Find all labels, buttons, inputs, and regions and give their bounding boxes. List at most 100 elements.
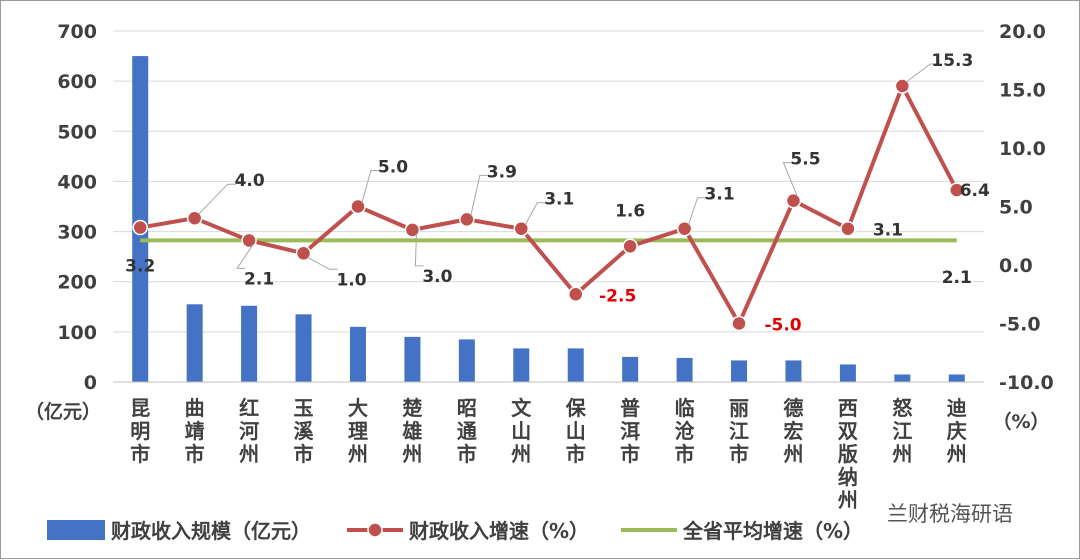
- leader-line: [782, 162, 798, 197]
- growth-data-label: 15.3: [931, 51, 973, 71]
- right-tick-label: -10.0: [999, 372, 1054, 394]
- legend: 财政收入规模（亿元） 财政收入增速（%） 全省平均增速（%）: [47, 519, 863, 543]
- axes: 0 100 200 300 400 500 600 700 -10.0 -5.0 0.0 5.0 10.…: [57, 21, 1053, 512]
- leader-line: [906, 63, 939, 83]
- growth-point: [840, 220, 856, 237]
- bar: [132, 56, 149, 382]
- growth-data-label: 3.2: [125, 257, 155, 277]
- growth-point: [350, 198, 366, 215]
- growth-data-label: 3.1: [705, 185, 735, 205]
- growth-point: [241, 232, 257, 249]
- category-label: 丽江市: [729, 396, 749, 466]
- leader-line: [524, 202, 546, 225]
- left-tick-label: 100: [57, 322, 97, 344]
- growth-data-label: 5.0: [378, 158, 408, 178]
- right-tick-label: 0.0: [999, 255, 1033, 277]
- category-label: 昆明市: [130, 396, 150, 466]
- growth-point: [731, 315, 747, 332]
- growth-data-label: 1.6: [615, 201, 645, 221]
- leader-line: [198, 183, 236, 215]
- category-label: 文山州: [511, 396, 532, 466]
- growth-data-label: 1.0: [336, 270, 366, 290]
- bar: [458, 339, 475, 382]
- growth-data-label: 5.5: [790, 150, 820, 170]
- bar: [839, 364, 856, 382]
- category-label: 临沧市: [675, 396, 695, 466]
- right-tick-label: 10.0: [999, 138, 1046, 160]
- left-tick-label: 500: [57, 121, 97, 143]
- growth-data-label: -2.5: [599, 286, 636, 306]
- left-axis-unit: （亿元）: [25, 400, 101, 423]
- leader-line: [361, 170, 379, 203]
- right-axis-unit: （%）: [992, 410, 1049, 433]
- growth-data-label: 3.9: [487, 162, 517, 182]
- growth-point: [459, 211, 475, 228]
- bar: [731, 360, 748, 382]
- growth-data-label: 3.1: [873, 221, 903, 241]
- growth-point: [513, 220, 530, 237]
- growth-point: [949, 182, 965, 198]
- category-label: 普洱市: [620, 396, 640, 466]
- growth-point: [894, 78, 911, 94]
- bars: [132, 56, 965, 382]
- growth-data-label: 6.4: [960, 181, 990, 201]
- leader-line: [470, 174, 488, 216]
- legend-bar-swatch: [47, 520, 105, 540]
- growth-point: [785, 192, 802, 209]
- bar: [785, 360, 802, 382]
- watermark-text: 兰财税海研语: [887, 502, 1013, 526]
- bar: [948, 374, 965, 382]
- bar: [513, 348, 530, 382]
- legend-average-label: 全省平均增速（%）: [682, 519, 863, 543]
- growth-point: [132, 219, 148, 236]
- growth-line-path: [139, 83, 959, 326]
- grid: [113, 30, 984, 333]
- right-tick-label: 20.0: [999, 21, 1046, 43]
- category-label: 曲靖市: [185, 396, 205, 466]
- bar: [349, 326, 366, 382]
- category-label: 迪庆州: [947, 396, 967, 466]
- right-tick-label: 5.0: [999, 197, 1033, 219]
- bar: [241, 305, 258, 382]
- growth-data-label: 4.0: [235, 171, 265, 191]
- data-labels: 2.1 3.2 4.0 2.1 1.0 5.0 3.0 3.9 3.1 -2.5 1.6 3.1 -5.…: [125, 51, 990, 336]
- category-label: 德宏州: [783, 396, 803, 466]
- growth-point: [404, 222, 421, 238]
- bar: [676, 357, 693, 382]
- growth-data-label: 3.1: [544, 190, 574, 210]
- leader-line: [414, 233, 424, 267]
- category-label: 怒江州: [892, 396, 912, 466]
- right-tick-label: 15.0: [999, 80, 1046, 102]
- left-tick-label: 300: [57, 222, 97, 244]
- category-label: 楚雄州: [401, 396, 422, 466]
- left-tick-label: 0: [84, 372, 97, 394]
- left-tick-label: 200: [57, 272, 97, 294]
- growth-point: [295, 245, 312, 262]
- category-label: 保山市: [565, 396, 587, 466]
- category-label: 大理州: [348, 396, 368, 466]
- category-label: 玉溪市: [294, 396, 315, 466]
- bar: [404, 336, 421, 382]
- growth-data-label: 2.1: [244, 269, 274, 289]
- left-tick-label: 400: [57, 171, 97, 193]
- bar: [295, 314, 312, 382]
- legend-growth-label: 财政收入增速（%）: [409, 519, 589, 543]
- category-label: 红河州: [239, 396, 259, 466]
- category-label: 昭通市: [457, 396, 477, 466]
- growth-data-label: -5.0: [764, 316, 801, 336]
- bar: [567, 348, 584, 382]
- growth-data-label: 3.0: [422, 267, 452, 287]
- category-label: 西双版纳州: [838, 396, 858, 512]
- growth-point: [622, 238, 638, 255]
- growth-point: [567, 286, 584, 302]
- legend-growth-marker: [367, 522, 383, 538]
- leader-line: [236, 244, 254, 269]
- growth-point: [186, 210, 203, 226]
- left-tick-label: 700: [57, 21, 97, 43]
- leader-line: [688, 197, 706, 225]
- bar: [894, 374, 911, 382]
- growth-line: [132, 78, 965, 332]
- leader-line: [307, 256, 338, 270]
